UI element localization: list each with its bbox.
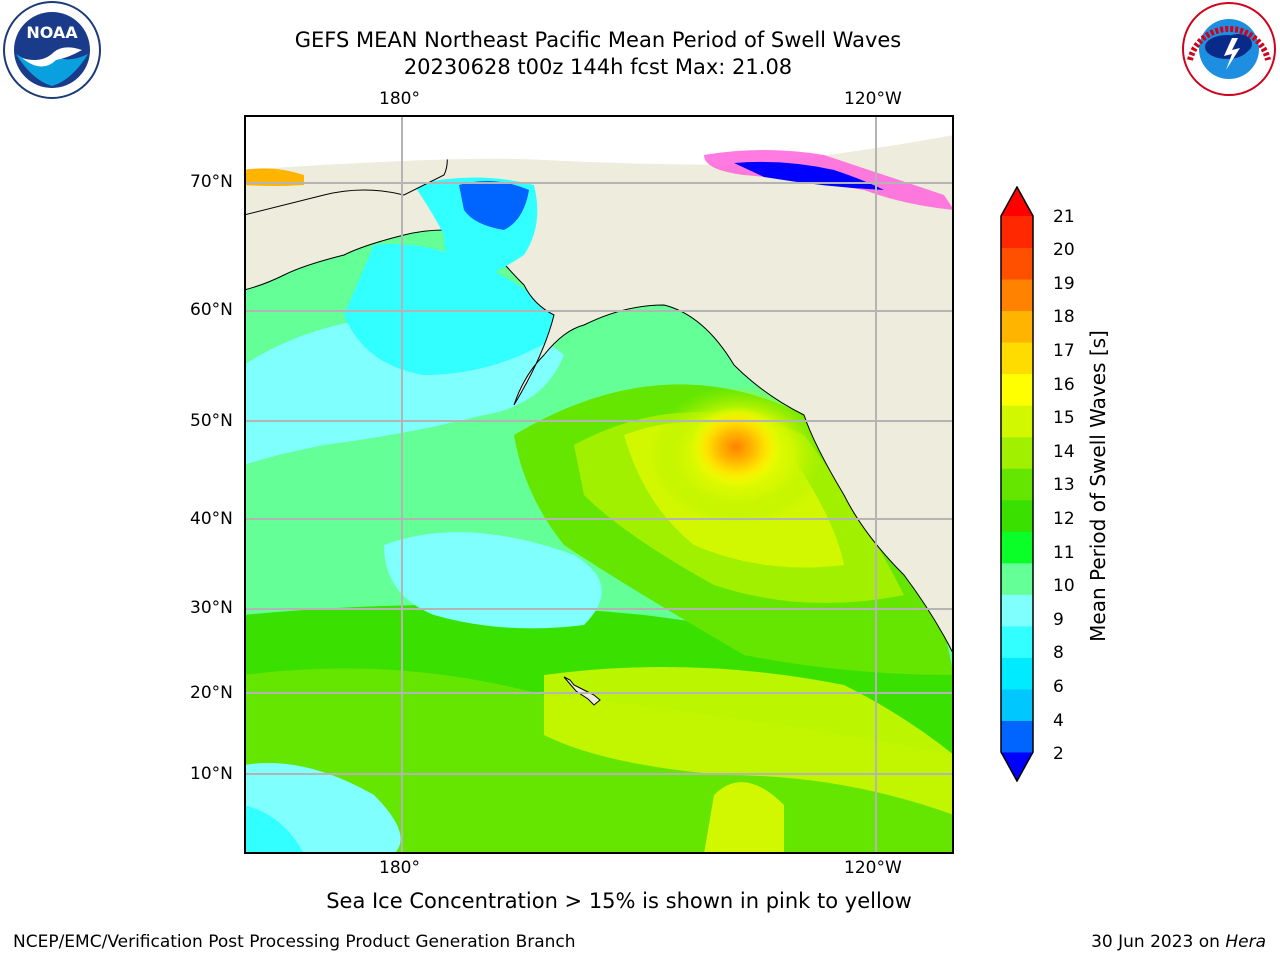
colorbar-segment (1001, 279, 1033, 312)
colorbar-extend-min (1001, 752, 1033, 781)
colorbar-segment (1001, 247, 1033, 280)
swell-max-core (690, 407, 782, 487)
colorbar-segment (1001, 499, 1033, 532)
colorbar-tick: 9 (1053, 610, 1064, 630)
colorbar-segment (1001, 216, 1033, 249)
colorbar-tick: 16 (1053, 375, 1075, 395)
colorbar-segment (1001, 310, 1033, 343)
colorbar-tick: 10 (1053, 576, 1075, 596)
colorbar-tick: 12 (1053, 509, 1075, 529)
chart-subtitle: 20230628 t00z 144h fcst Max: 21.08 (403, 55, 793, 79)
colorbar-tick: 18 (1053, 307, 1075, 327)
colorbar-segment (1001, 720, 1033, 753)
colorbar-tick: 21 (1053, 207, 1075, 227)
colorbar-segment (1001, 657, 1033, 690)
land-hawaii (563, 676, 601, 706)
colorbar (1000, 186, 1034, 782)
colorbar-outline (1000, 186, 1034, 782)
caption-wrapper: Sea Ice Concentration > 15% is shown in … (0, 889, 1280, 913)
colorbar-tick: 6 (1053, 677, 1064, 697)
colorbar-segment (1001, 688, 1033, 721)
lat-label-60n: 60°N (190, 300, 233, 320)
noaa-logo: NOAA (3, 1, 101, 99)
colorbar-tick: 14 (1053, 442, 1075, 462)
swell-field-tropical-2 (704, 782, 784, 854)
colorbar-segments (1001, 187, 1033, 781)
colorbar-tick: 17 (1053, 341, 1075, 361)
lon-label-bottom-180: 180° (379, 858, 420, 878)
map-frame (244, 115, 954, 854)
colorbar-segment (1001, 594, 1033, 627)
colorbar-tick: 8 (1053, 643, 1064, 663)
colorbar-tick: 2 (1053, 744, 1064, 764)
graticule (244, 115, 954, 854)
swell-field-tropical (544, 667, 954, 815)
colorbar-label: Mean Period of Swell Waves [s] (1086, 330, 1110, 642)
colorbar-segment (1001, 531, 1033, 564)
footer-host: Hera (1225, 932, 1266, 952)
lat-label-20n: 20°N (190, 683, 233, 703)
footer-date-text: 30 Jun 2023 on (1091, 932, 1226, 952)
colorbar-tick: 20 (1053, 240, 1075, 260)
land-north-america (244, 115, 954, 656)
colorbar-segment (1001, 625, 1033, 658)
footer-date: 30 Jun 2023 on Hera (1091, 932, 1266, 952)
lat-label-30n: 30°N (190, 598, 233, 618)
colorbar-segment (1001, 436, 1033, 469)
sea-ice-siberia (244, 168, 304, 186)
colorbar-tick: 15 (1053, 408, 1075, 428)
chart-title: GEFS MEAN Northeast Pacific Mean Period … (294, 28, 902, 52)
lon-label-top-180: 180° (379, 89, 420, 109)
colorbar-segment (1001, 468, 1033, 501)
lat-label-70n: 70°N (190, 172, 233, 192)
colorbar-tick: 13 (1053, 475, 1075, 495)
swell-field-southwest-2 (244, 805, 304, 854)
lon-label-bottom-120w: 120°W (844, 858, 902, 878)
colorbar-segment (1001, 373, 1033, 406)
swell-field-arctic-low (459, 181, 529, 230)
lat-label-50n: 50°N (190, 411, 233, 431)
sea-ice-caption: Sea Ice Concentration > 15% is shown in … (326, 889, 912, 913)
colorbar-tick: 11 (1053, 543, 1075, 563)
lat-label-10n: 10°N (190, 764, 233, 784)
colorbar-extend-max (1001, 187, 1033, 216)
map-panel (244, 115, 954, 854)
colorbar-tick: 19 (1053, 274, 1075, 294)
swell-field-midpacific (384, 532, 602, 629)
nws-logo (1182, 2, 1276, 96)
colorbar-segment (1001, 405, 1033, 438)
colorbar-tick: 4 (1053, 711, 1064, 731)
lat-label-40n: 40°N (190, 509, 233, 529)
lon-label-top-120w: 120°W (844, 89, 902, 109)
noaa-logo-text: NOAA (26, 23, 78, 42)
footer-branch: NCEP/EMC/Verification Post Processing Pr… (13, 932, 576, 952)
colorbar-segment (1001, 342, 1033, 375)
colorbar-segment (1001, 562, 1033, 595)
